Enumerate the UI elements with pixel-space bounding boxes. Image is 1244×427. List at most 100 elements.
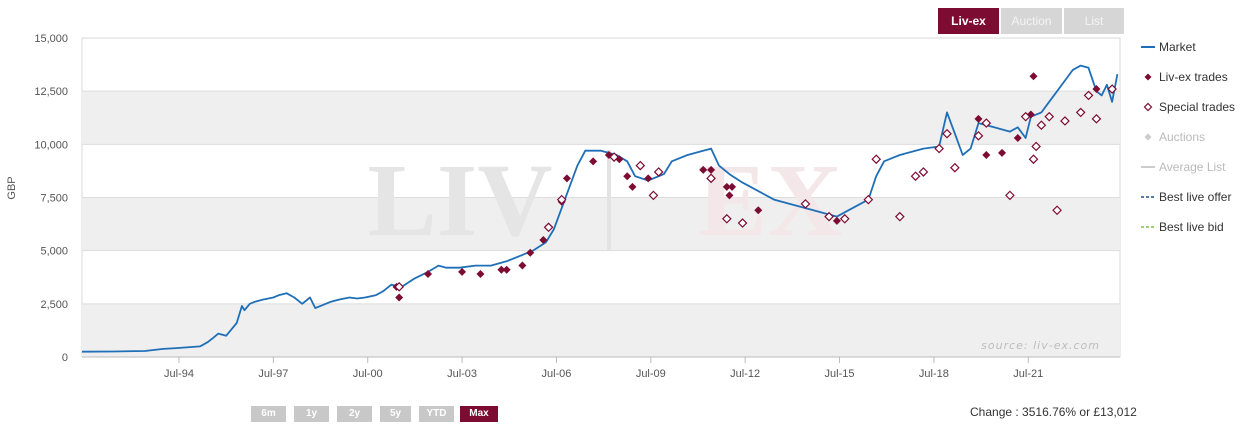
special-trade-point[interactable] [1052, 205, 1062, 216]
special-trade-point[interactable] [871, 154, 882, 165]
view-tab-auction[interactable]: Auction [1001, 8, 1062, 34]
x-tick-label: Jul-94 [164, 368, 194, 380]
special-trade-point[interactable] [973, 130, 984, 141]
liv-ex-trade-point[interactable] [424, 270, 432, 279]
watermark-text-left: LIV [368, 143, 553, 258]
liv-ex-trade-point[interactable] [998, 148, 1007, 157]
liv-ex-trade-point[interactable] [974, 114, 983, 123]
special-trade-point[interactable] [556, 194, 567, 205]
special-trade-point[interactable] [1091, 113, 1102, 124]
special-trade-point[interactable] [950, 162, 960, 173]
special-trade-point[interactable] [1060, 116, 1070, 126]
liv-ex-trade-point[interactable] [707, 165, 716, 174]
special-trade-point[interactable] [1020, 111, 1031, 122]
special-trade-point[interactable] [1044, 111, 1055, 122]
liv-ex-trade-point[interactable] [1092, 85, 1101, 94]
legend-label: Special trades [1159, 100, 1235, 114]
liv-ex-trade-point[interactable] [623, 172, 632, 181]
liv-ex-trade-point[interactable] [1029, 72, 1038, 81]
range-button-1y[interactable]: 1y [294, 406, 329, 422]
legend-item[interactable]: Liv-ex trades [1144, 70, 1228, 84]
special-trade-point[interactable] [394, 281, 405, 292]
liv-ex-trade-point[interactable] [458, 267, 467, 276]
special-trade-point[interactable] [894, 211, 905, 222]
liv-ex-trade-point[interactable] [699, 165, 708, 174]
liv-ex-trade-point[interactable] [1013, 133, 1022, 142]
special-trade-point[interactable] [824, 211, 834, 222]
legend-item[interactable]: Special trades [1143, 100, 1236, 114]
special-trade-point[interactable] [934, 143, 944, 154]
legend-item[interactable]: Average List [1141, 160, 1226, 174]
legend-open-diamond-swatch [1143, 102, 1153, 112]
plot-band [82, 91, 1120, 145]
x-tick-label: Jul-06 [541, 368, 571, 380]
special-trade-point[interactable] [737, 218, 748, 228]
special-trade-point[interactable] [543, 222, 554, 233]
liv-ex-trade-point[interactable] [832, 216, 841, 225]
special-trade-point[interactable] [635, 160, 646, 171]
liv-ex-trade-point[interactable] [476, 270, 485, 279]
legend-label: Market [1159, 40, 1196, 54]
plot-band [82, 197, 1120, 251]
special-trade-point[interactable] [653, 167, 664, 177]
special-trade-point[interactable] [721, 213, 732, 224]
special-trade-point[interactable] [839, 213, 850, 224]
liv-ex-trade-point[interactable] [518, 261, 527, 270]
range-button-max[interactable]: Max [460, 406, 498, 422]
special-trade-point[interactable] [1031, 141, 1041, 152]
range-button-2y[interactable]: 2y [337, 406, 372, 422]
special-trade-point[interactable] [1028, 154, 1039, 165]
special-trade-point[interactable] [706, 173, 716, 184]
special-trade-point[interactable] [1107, 84, 1117, 94]
range-button-6m[interactable]: 6m [251, 406, 286, 422]
special-trade-point[interactable] [918, 167, 929, 177]
special-trade-point[interactable] [609, 152, 619, 162]
x-tick-label: Jul-00 [353, 368, 383, 380]
x-tick-label: Jul-15 [825, 368, 855, 380]
liv-ex-trade-point[interactable] [728, 182, 737, 191]
x-tick-label: Jul-09 [636, 368, 666, 380]
special-trade-point[interactable] [1083, 90, 1094, 101]
liv-ex-trade-point[interactable] [725, 191, 734, 200]
liv-ex-trade-point[interactable] [562, 174, 571, 183]
special-trade-point[interactable] [942, 128, 952, 139]
legend-item[interactable]: Auctions [1144, 130, 1206, 144]
liv-ex-trade-point[interactable] [722, 182, 731, 191]
special-trade-point[interactable] [648, 190, 659, 201]
range-button-5y[interactable]: 5y [380, 406, 411, 422]
plot-band [82, 303, 1120, 357]
special-trade-point[interactable] [863, 194, 874, 205]
liv-ex-trade-point[interactable] [497, 265, 506, 274]
liv-ex-trade-point[interactable] [395, 293, 404, 302]
liv-ex-trade-point[interactable] [754, 206, 763, 215]
y-tick-label: 2,500 [40, 299, 68, 311]
y-axis-title: GBP [6, 176, 18, 199]
liv-ex-trade-point[interactable] [982, 150, 991, 159]
view-tab-list[interactable]: List [1064, 8, 1124, 34]
legend-item[interactable]: Best live bid [1141, 220, 1224, 234]
y-axis: 15,000 12,500 10,000 7,500 5,000 2,500 0 [34, 33, 68, 364]
liv-ex-trade-point[interactable] [539, 236, 548, 245]
x-tick-label: Jul-18 [919, 368, 949, 380]
legend-item[interactable]: Market [1141, 40, 1196, 54]
special-trade-point[interactable] [981, 118, 992, 128]
plot-bands [81, 37, 1121, 358]
legend-item[interactable]: Best live offer [1141, 190, 1231, 204]
special-trade-point[interactable] [1005, 190, 1015, 201]
legend-diamond-swatch [1144, 133, 1152, 141]
special-trade-point[interactable] [1036, 120, 1047, 131]
liv-ex-trade-point[interactable] [644, 174, 653, 183]
legend-label: Best live bid [1159, 220, 1224, 234]
view-tab-liv-ex[interactable]: Liv-ex [938, 8, 999, 34]
liv-ex-trade-point[interactable] [628, 182, 637, 191]
range-button-ytd[interactable]: YTD [419, 406, 454, 422]
liv-ex-trade-point[interactable] [502, 265, 511, 274]
liv-ex-trade-point[interactable] [589, 157, 598, 166]
y-tick-label: 5,000 [40, 246, 68, 258]
special-trade-point[interactable] [910, 171, 921, 182]
x-tick-label: Jul-21 [1013, 368, 1043, 380]
special-trade-point[interactable] [800, 199, 811, 209]
liv-ex-trade-point[interactable] [526, 248, 535, 257]
special-trade-point[interactable] [1075, 107, 1086, 118]
